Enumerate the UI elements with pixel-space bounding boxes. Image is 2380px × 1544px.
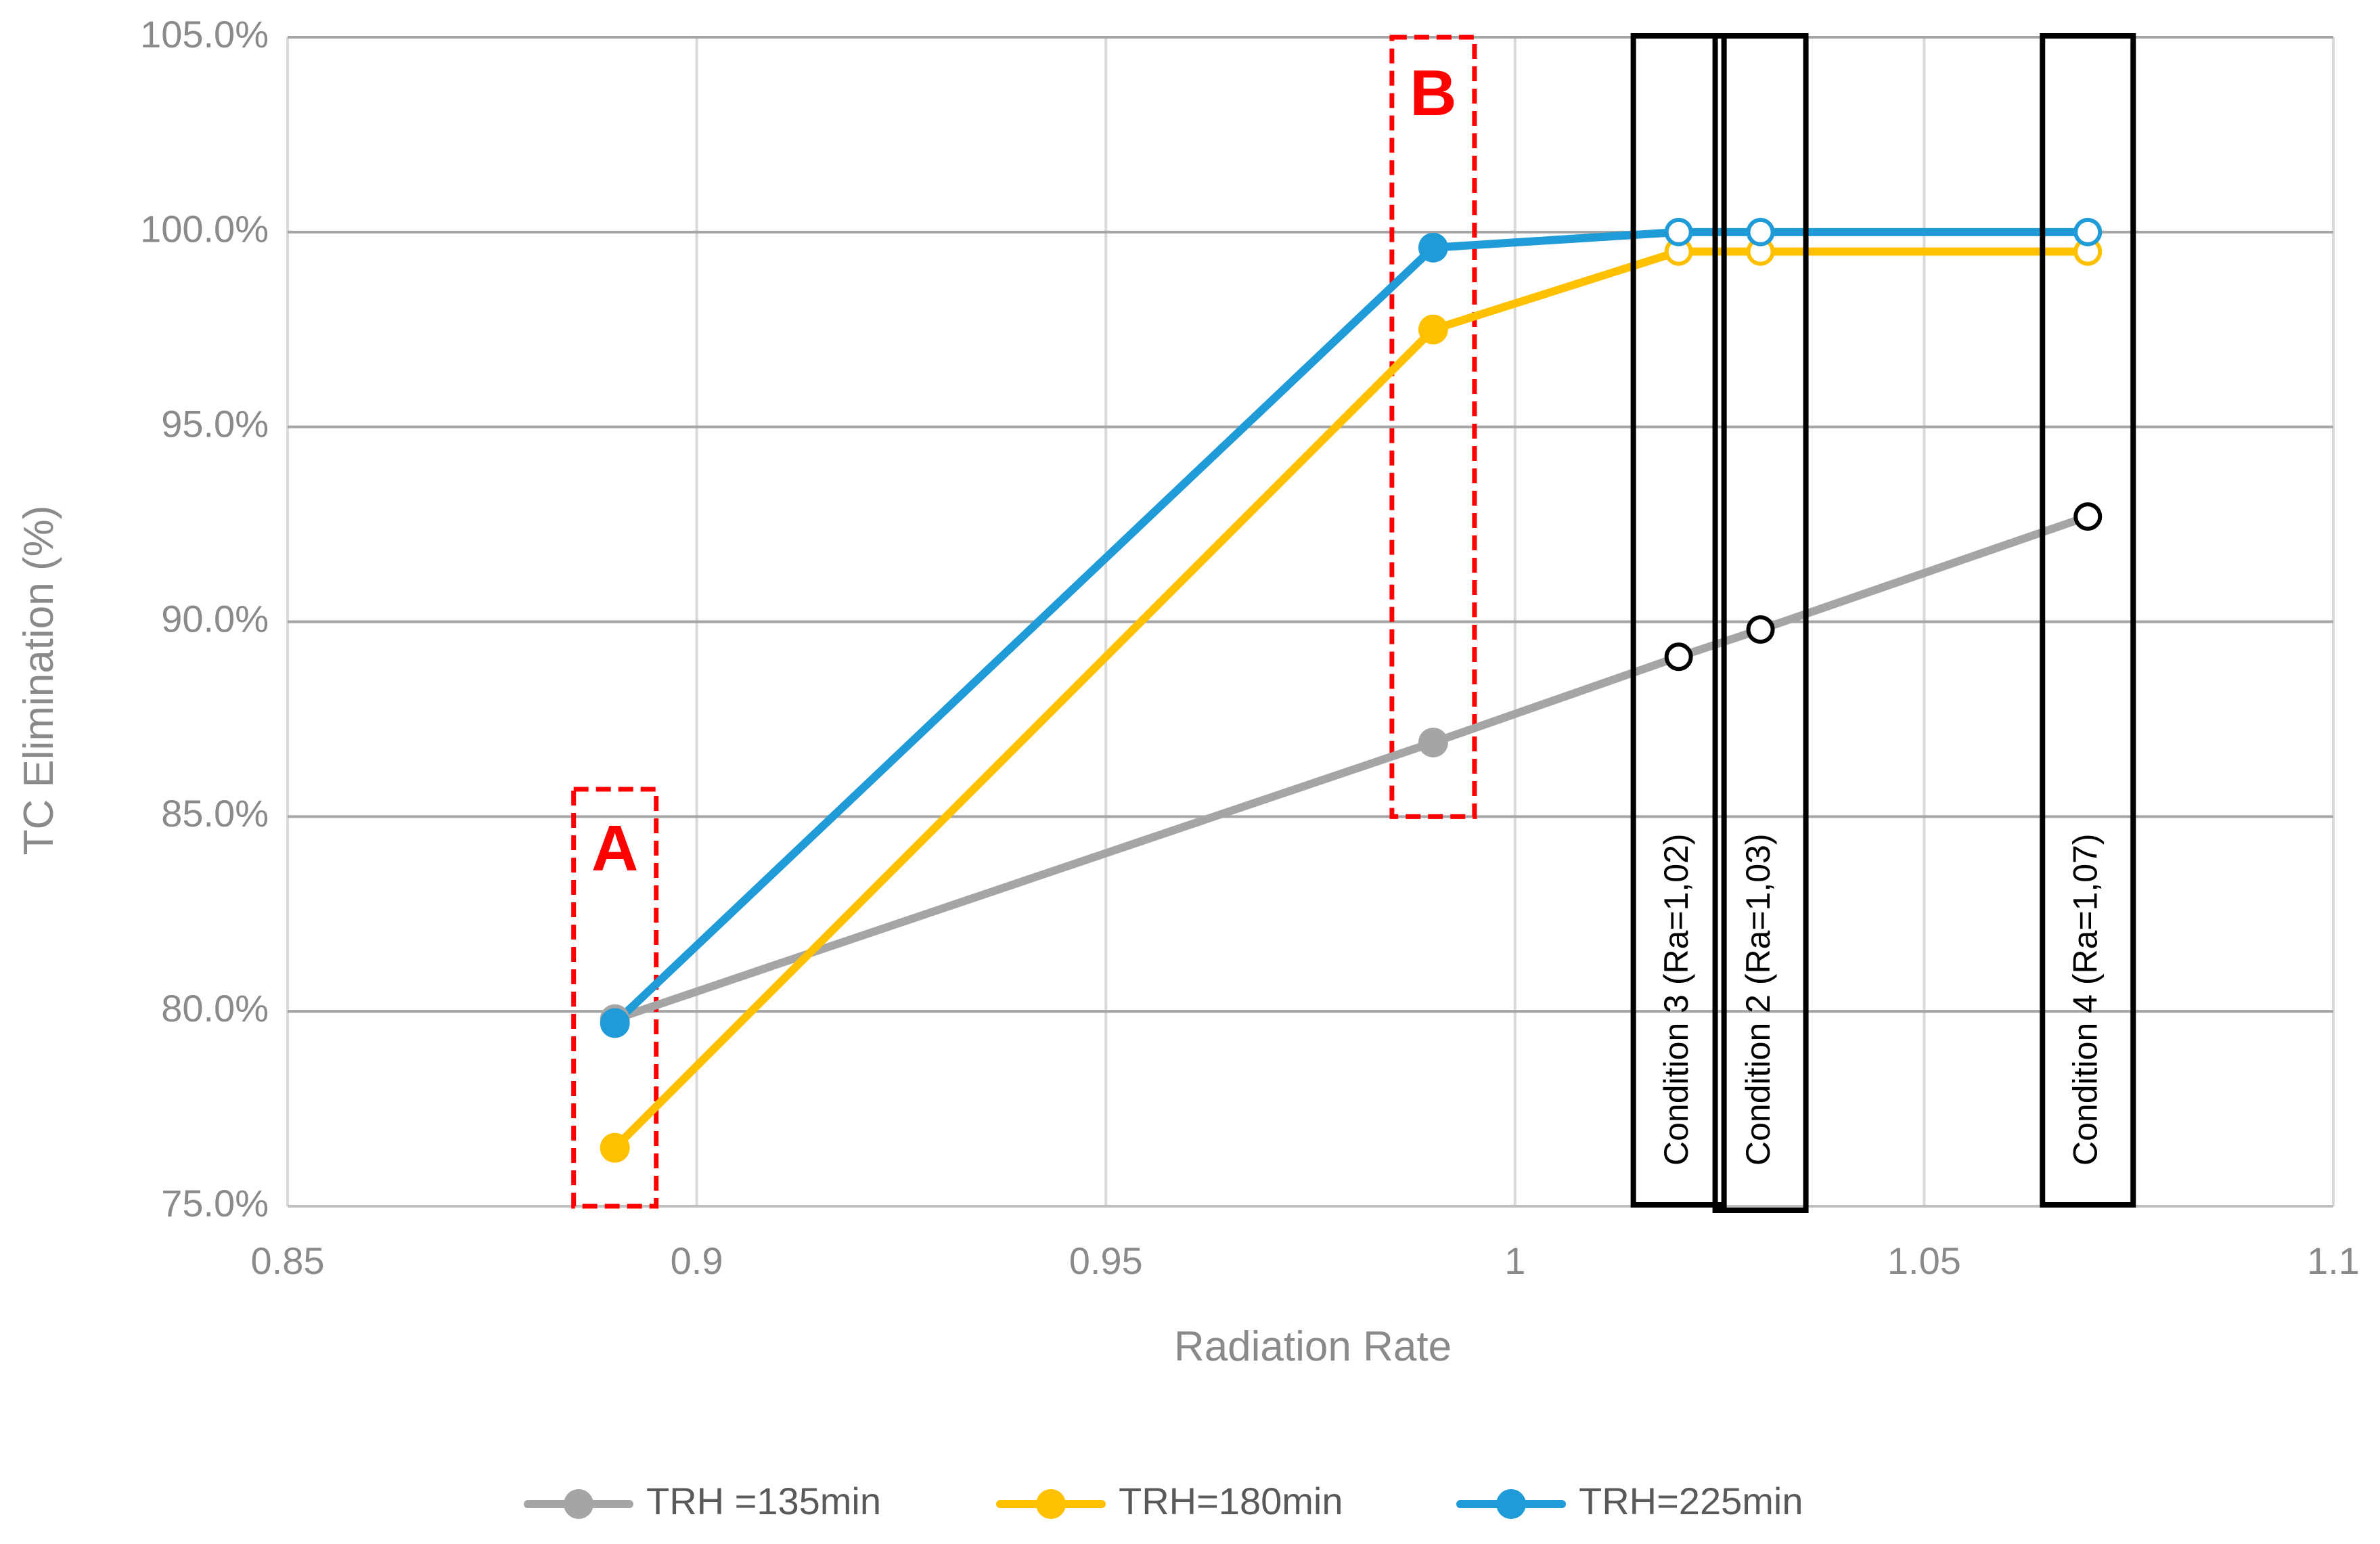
- legend-label: TRH=225min: [1579, 1480, 1803, 1522]
- series-line: [610, 247, 2092, 1152]
- y-tick-label: 85.0%: [161, 792, 269, 835]
- series-line: [610, 227, 2092, 1028]
- y-axis-title: TC Elimination (%): [16, 506, 62, 856]
- legend-swatch-marker: [1496, 1489, 1526, 1519]
- data-point: [600, 1008, 630, 1038]
- x-tick-label: 1: [1504, 1239, 1525, 1282]
- condition-label: Condition 2 (Ra=1,03): [1739, 833, 1777, 1166]
- region-b-box: [1389, 35, 1477, 819]
- condition-boxes: Condition 3 (Ra=1,02) Condition 2 (Ra=1,0…: [1630, 33, 2136, 1213]
- series-line: [610, 512, 2092, 1023]
- legend-swatch-marker: [1036, 1489, 1066, 1519]
- y-tick-label: 75.0%: [161, 1182, 269, 1225]
- annotation-regions: AB: [571, 35, 1477, 1209]
- data-point: [1418, 314, 1448, 345]
- data-point: [600, 1132, 630, 1163]
- data-point: [1746, 217, 1775, 246]
- condition-box: [2040, 33, 2136, 1208]
- data-point: [2073, 217, 2103, 246]
- condition-box: [1712, 33, 1809, 1213]
- data-point: [1418, 232, 1448, 263]
- x-tick-label: 0.85: [251, 1239, 325, 1282]
- region-a-box: [571, 787, 659, 1209]
- grid: [286, 36, 2335, 1208]
- condition-label: Condition 3 (Ra=1,02): [1657, 833, 1695, 1166]
- y-tick-label: 80.0%: [161, 987, 269, 1030]
- y-tick-label: 90.0%: [161, 597, 269, 640]
- y-tick-label: 100.0%: [140, 208, 269, 250]
- data-point: [1664, 642, 1693, 671]
- legend-swatch-marker: [564, 1489, 593, 1519]
- x-tick-label: 1.1: [2307, 1239, 2360, 1282]
- data-point: [1746, 615, 1775, 644]
- region-b-label: B: [1410, 57, 1456, 129]
- y-tick-label: 95.0%: [161, 402, 269, 445]
- data-point: [1664, 217, 1693, 246]
- data-point: [1418, 727, 1448, 757]
- y-tick-label: 105.0%: [140, 13, 269, 56]
- legend-label: TRH =135min: [646, 1480, 881, 1522]
- region-a-label: A: [591, 812, 638, 885]
- condition-label: Condition 4 (Ra=1,07): [2066, 833, 2104, 1166]
- x-tick-label: 1.05: [1887, 1239, 1961, 1282]
- legend: TRH =135min TRH=180min TRH=225min: [524, 1480, 1803, 1522]
- x-tick-label: 0.95: [1069, 1239, 1143, 1282]
- x-tick-label: 0.9: [671, 1239, 723, 1282]
- axis-ticks: 0.85 0.9 0.95 1 1.05 1.1 75.0% 80.0% 85.0% 90.0% 9…: [140, 13, 2360, 1282]
- series-points: [600, 217, 2103, 1163]
- legend-label: TRH=180min: [1119, 1480, 1343, 1522]
- x-axis-title: Radiation Rate: [1174, 1323, 1452, 1370]
- condition-box: [1630, 33, 1727, 1208]
- data-point: [2073, 502, 2103, 531]
